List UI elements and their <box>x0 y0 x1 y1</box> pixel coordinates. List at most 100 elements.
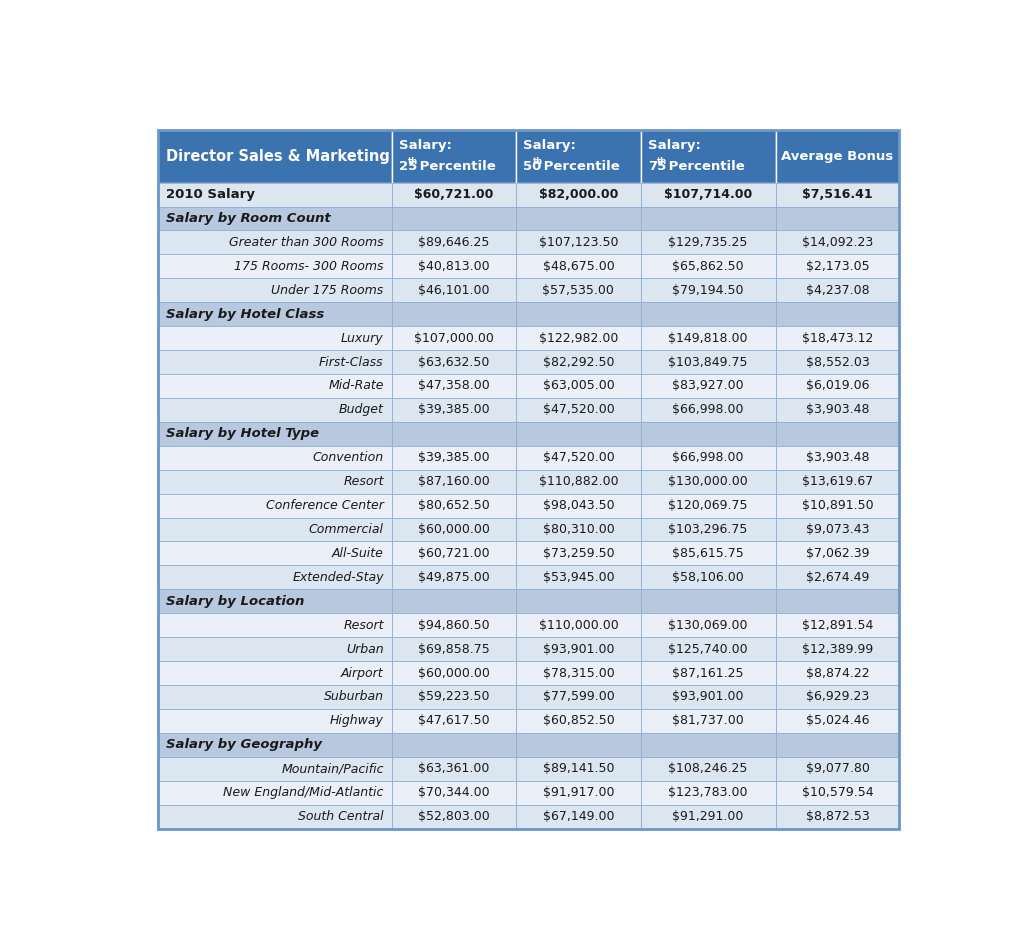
Bar <box>158 326 391 350</box>
Bar <box>516 398 641 421</box>
Bar <box>391 207 516 231</box>
Text: $8,874.22: $8,874.22 <box>806 666 869 679</box>
Text: $14,092.23: $14,092.23 <box>802 236 873 249</box>
Text: $82,292.50: $82,292.50 <box>543 356 614 368</box>
Text: $94,860.50: $94,860.50 <box>418 619 489 632</box>
Text: $53,945.00: $53,945.00 <box>543 571 614 584</box>
Bar <box>775 350 899 374</box>
Text: Average Bonus: Average Bonus <box>781 150 894 163</box>
Text: $39,385.00: $39,385.00 <box>418 451 489 464</box>
Text: $85,615.75: $85,615.75 <box>673 547 744 560</box>
Bar <box>391 350 516 374</box>
Bar <box>158 542 391 566</box>
Bar <box>158 254 391 278</box>
Text: $3,903.48: $3,903.48 <box>806 403 869 417</box>
Bar <box>516 374 641 398</box>
Bar <box>641 637 775 661</box>
Bar <box>158 302 391 326</box>
Bar <box>158 517 391 542</box>
Text: Mid-Rate: Mid-Rate <box>329 380 384 393</box>
Text: $66,998.00: $66,998.00 <box>673 451 743 464</box>
Text: $3,903.48: $3,903.48 <box>806 451 869 464</box>
Text: $12,891.54: $12,891.54 <box>802 619 873 632</box>
Text: $63,005.00: $63,005.00 <box>543 380 614 393</box>
Text: Salary:: Salary: <box>648 140 700 152</box>
Bar <box>158 278 391 302</box>
Text: $65,862.50: $65,862.50 <box>673 260 744 272</box>
Bar <box>391 589 516 613</box>
Text: $5,024.46: $5,024.46 <box>806 715 869 727</box>
Text: $89,141.50: $89,141.50 <box>543 762 614 775</box>
Bar <box>391 781 516 805</box>
Bar <box>641 254 775 278</box>
Bar <box>158 756 391 781</box>
Bar <box>391 470 516 493</box>
Bar <box>641 446 775 470</box>
Text: th: th <box>408 157 418 166</box>
Text: Salary by Hotel Type: Salary by Hotel Type <box>166 427 319 440</box>
Bar <box>516 254 641 278</box>
Bar <box>516 613 641 637</box>
Text: New England/Mid-Atlantic: New England/Mid-Atlantic <box>223 786 384 799</box>
Bar <box>158 421 391 446</box>
Text: 2010 Salary: 2010 Salary <box>166 188 255 201</box>
Text: 175 Rooms- 300 Rooms: 175 Rooms- 300 Rooms <box>234 260 384 272</box>
Bar <box>516 589 641 613</box>
Bar <box>775 661 899 685</box>
Bar <box>391 493 516 517</box>
Text: $81,737.00: $81,737.00 <box>673 715 744 727</box>
Text: $47,617.50: $47,617.50 <box>418 715 489 727</box>
Bar <box>641 302 775 326</box>
Bar <box>775 470 899 493</box>
Text: $91,291.00: $91,291.00 <box>673 810 743 823</box>
Bar <box>516 350 641 374</box>
Bar <box>775 278 899 302</box>
Text: $13,619.67: $13,619.67 <box>802 475 873 488</box>
Bar <box>775 326 899 350</box>
Text: $80,310.00: $80,310.00 <box>543 523 614 536</box>
Bar <box>391 302 516 326</box>
Text: $48,675.00: $48,675.00 <box>543 260 614 272</box>
Bar <box>775 302 899 326</box>
Text: $6,929.23: $6,929.23 <box>806 691 869 703</box>
Text: $130,000.00: $130,000.00 <box>669 475 748 488</box>
Bar <box>516 781 641 805</box>
Text: $2,173.05: $2,173.05 <box>806 260 869 272</box>
Text: $87,160.00: $87,160.00 <box>418 475 489 488</box>
Text: 25: 25 <box>398 160 417 174</box>
Bar <box>516 493 641 517</box>
Bar <box>158 661 391 685</box>
Bar <box>641 589 775 613</box>
Bar <box>516 326 641 350</box>
Bar <box>641 398 775 421</box>
Bar <box>775 566 899 589</box>
Bar <box>775 493 899 517</box>
Text: $123,783.00: $123,783.00 <box>669 786 748 799</box>
Text: Salary by Geography: Salary by Geography <box>166 738 323 752</box>
Bar <box>158 805 391 828</box>
Bar <box>158 566 391 589</box>
Bar <box>516 685 641 709</box>
Text: $46,101.00: $46,101.00 <box>418 284 489 297</box>
Text: Conference Center: Conference Center <box>266 499 384 512</box>
Text: $77,599.00: $77,599.00 <box>543 691 614 703</box>
Bar <box>158 398 391 421</box>
Text: $66,998.00: $66,998.00 <box>673 403 743 417</box>
Bar <box>775 446 899 470</box>
Text: Salary by Location: Salary by Location <box>166 595 304 607</box>
Text: $60,721.00: $60,721.00 <box>415 188 494 201</box>
Text: Salary by Room Count: Salary by Room Count <box>166 212 331 225</box>
Text: $67,149.00: $67,149.00 <box>543 810 614 823</box>
Bar <box>641 733 775 756</box>
Text: $12,389.99: $12,389.99 <box>802 642 873 656</box>
Text: Luxury: Luxury <box>341 331 384 344</box>
Bar <box>775 231 899 254</box>
Text: $10,579.54: $10,579.54 <box>802 786 873 799</box>
Bar <box>775 589 899 613</box>
Bar <box>391 805 516 828</box>
Text: Airport: Airport <box>341 666 384 679</box>
Bar <box>158 470 391 493</box>
Bar <box>775 756 899 781</box>
Bar <box>391 326 516 350</box>
Text: $78,315.00: $78,315.00 <box>543 666 614 679</box>
